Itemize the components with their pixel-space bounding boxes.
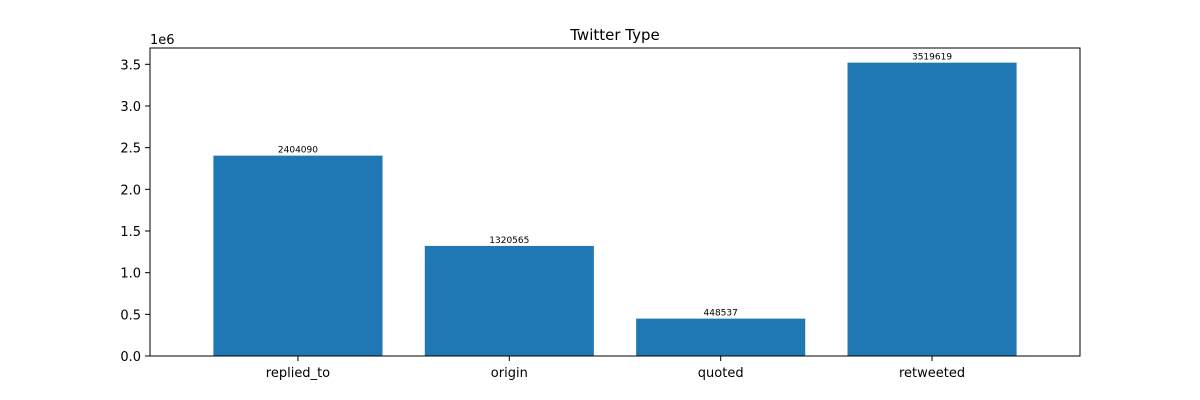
x-tick-label-replied_to: replied_to [266,366,330,381]
y-tick-label-6: 3.0 [120,100,141,115]
data-label-origin: 1320565 [489,236,529,246]
y-tick-label-0: 0.0 [120,350,141,365]
data-label-replied_to: 2404090 [278,146,318,156]
bars-group [213,62,1017,356]
x-axis: replied_to origin quoted retweeted [266,356,965,381]
y-tick-label-7: 3.5 [120,58,141,73]
bar-origin [424,245,594,356]
x-tick-label-quoted: quoted [698,366,744,381]
bar-quoted [636,318,806,356]
y-tick-label-3: 1.5 [120,225,141,240]
plot-frame [149,47,1081,357]
y-axis: 0.0 0.5 1.0 1.5 2.0 2.5 3.0 3.5 [120,58,150,365]
bar-replied_to [213,155,383,356]
data-label-quoted: 448537 [704,309,738,319]
y-tick-label-2: 1.0 [120,267,141,282]
y-axis-offset-label: 1e6 [150,33,175,48]
chart-title: Twitter Type [569,26,660,44]
y-tick-label-1: 0.5 [120,308,141,323]
x-tick-label-retweeted: retweeted [899,366,965,381]
data-labels-group: 2404090 1320565 448537 3519619 [278,53,952,319]
y-tick-label-4: 2.0 [120,183,141,198]
data-label-retweeted: 3519619 [912,53,952,63]
x-tick-label-origin: origin [491,366,528,381]
y-tick-label-5: 2.5 [120,142,141,157]
bar-retweeted [847,62,1017,356]
